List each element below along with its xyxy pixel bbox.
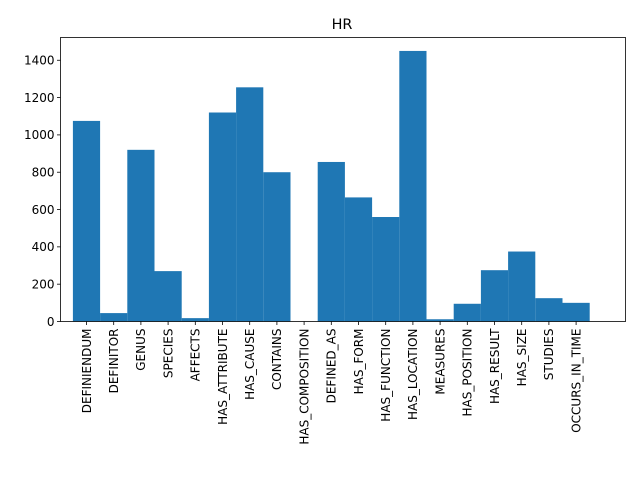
chart-title: HR bbox=[332, 17, 353, 33]
bar-has-form bbox=[344, 197, 373, 322]
bar-genus bbox=[127, 149, 155, 322]
bar-studies bbox=[535, 298, 563, 322]
x-tick-label: HAS_FUNCTION bbox=[379, 329, 393, 422]
bar-has-result bbox=[480, 270, 509, 322]
x-tick-label: STUDIES bbox=[542, 329, 556, 381]
x-tick-label: CONTAINS bbox=[270, 329, 284, 391]
y-tick-label: 0 bbox=[47, 315, 55, 329]
x-tick-label: HAS_ATTRIBUTE bbox=[216, 329, 230, 425]
y-tick-label: 600 bbox=[32, 203, 55, 217]
plot-frame bbox=[60, 37, 626, 322]
bar-definitor bbox=[100, 313, 128, 322]
x-tick-label: HAS_COMPOSITION bbox=[297, 329, 311, 445]
x-axis: DEFINIENDUM DEFINITOR GENUS SPECIES AFFECTS H… bbox=[80, 321, 583, 445]
bar-defined-as bbox=[317, 161, 345, 322]
bar-contains bbox=[263, 172, 291, 322]
bar-occurs-in-time bbox=[562, 302, 590, 322]
x-tick-label: SPECIES bbox=[161, 329, 175, 379]
bar-has-cause bbox=[236, 87, 264, 322]
bar-has-attribute bbox=[208, 112, 237, 322]
bars-group bbox=[72, 50, 590, 322]
bar-has-size bbox=[508, 251, 536, 322]
y-tick-label: 1000 bbox=[24, 128, 55, 142]
y-axis: 0 200 400 600 800 1000 1200 1400 bbox=[24, 54, 61, 329]
bar-has-position bbox=[453, 303, 481, 322]
x-tick-label: HAS_CAUSE bbox=[243, 329, 257, 400]
x-tick-label: HAS_FORM bbox=[352, 329, 366, 395]
y-tick-label: 800 bbox=[32, 166, 55, 180]
bar-species bbox=[154, 271, 182, 322]
bar-has-location bbox=[399, 50, 427, 322]
bar-has-function bbox=[372, 217, 400, 322]
x-tick-label: DEFINED_AS bbox=[325, 329, 339, 404]
x-tick-label: HAS_RESULT bbox=[488, 328, 502, 404]
bar-definiendum bbox=[72, 120, 101, 322]
x-tick-label: DEFINITOR bbox=[107, 329, 121, 394]
y-tick-label: 1400 bbox=[24, 54, 55, 68]
x-tick-label: MEASURES bbox=[433, 329, 447, 395]
y-tick-label: 200 bbox=[32, 277, 55, 291]
y-tick-label: 1200 bbox=[24, 91, 55, 105]
x-tick-label: GENUS bbox=[134, 329, 148, 371]
x-tick-label: HAS_SIZE bbox=[515, 329, 529, 387]
x-tick-label: HAS_LOCATION bbox=[406, 329, 420, 421]
x-tick-label: DEFINIENDUM bbox=[80, 329, 94, 414]
bar-affects bbox=[181, 318, 209, 322]
x-tick-label: OCCURS_IN_TIME bbox=[569, 329, 583, 433]
x-tick-label: HAS_POSITION bbox=[461, 329, 475, 417]
bar-measures bbox=[426, 319, 454, 322]
x-tick-label: AFFECTS bbox=[189, 329, 203, 382]
y-tick-label: 400 bbox=[32, 240, 55, 254]
